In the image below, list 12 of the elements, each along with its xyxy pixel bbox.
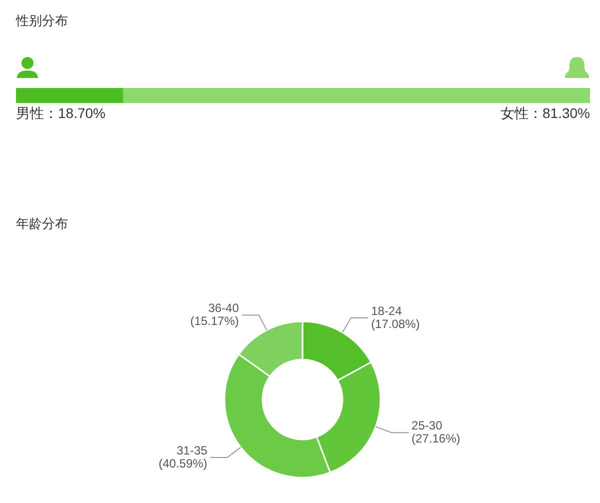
slice-label: 31-35 [176, 444, 208, 458]
slice-label: 25-30 [412, 418, 443, 433]
data-label: (15.17%) [190, 314, 239, 328]
data-label: 男性：18.70% [16, 105, 106, 121]
slice-label: 36-40 [208, 301, 240, 316]
slice-label: 18-24 [371, 304, 402, 318]
data-label: (17.08%) [371, 316, 420, 331]
data-label: (40.59%) [158, 456, 208, 471]
text: 年龄分布 [16, 216, 68, 231]
chart-title: 性别分布 [15, 13, 68, 28]
data-label: 女性：81.30% [500, 105, 590, 121]
data-label: (27.16%) [412, 432, 460, 446]
